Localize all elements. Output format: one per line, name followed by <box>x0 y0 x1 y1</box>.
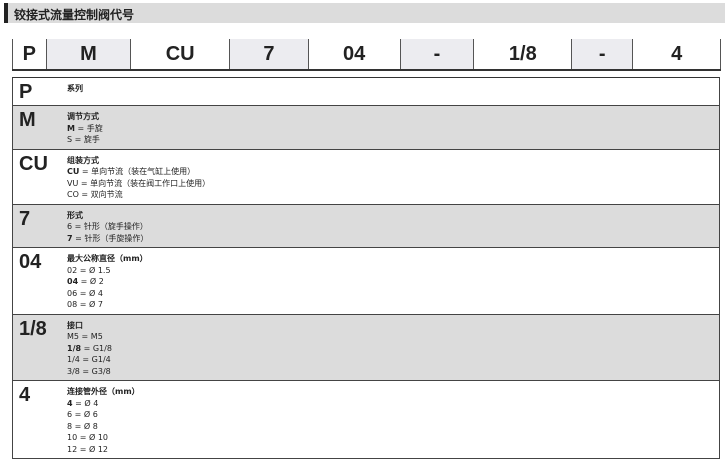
option-text: = Ø 2 <box>78 277 104 286</box>
code-cell: 7 <box>228 39 308 69</box>
row-title: 连接管外径（mm） <box>67 387 140 396</box>
option-item: 12 = Ø 12 <box>67 444 719 456</box>
option-item: S = 旋手 <box>67 134 719 146</box>
option-item: 7 = 针形（手旋操作） <box>67 233 719 245</box>
option-code: 6 <box>67 222 73 231</box>
table-row: 1/8 接口 M5 = M5 1/8 = G1/8 1/4 = G1/4 3/8 = G3… <box>13 313 719 380</box>
section-header: 铰接式流量控制阀代号 <box>4 3 725 23</box>
option-code: 3/8 <box>67 366 80 376</box>
option-item: M = 手旋 <box>67 123 719 135</box>
option-text: = 针形（手旋操作） <box>72 233 149 243</box>
option-text: = G3/8 <box>79 366 111 376</box>
row-key: 4 <box>19 384 31 406</box>
option-text: = M5 <box>79 332 103 341</box>
option-text: = G1/8 <box>81 343 112 353</box>
option-code: 08 <box>67 300 78 309</box>
table-row: P 系列 <box>13 78 719 105</box>
option-code: 1/4 <box>67 355 80 364</box>
code-row: P M CU 7 04-1/8-4 <box>12 39 722 71</box>
row-key: 1/8 <box>19 317 47 340</box>
option-item: 1/8 = G1/8 <box>67 343 719 355</box>
table-row: CU 组装方式 CU = 单向节流（装在气缸上使用） VU = 单向节流（装在阀工作口… <box>13 148 719 204</box>
code-cell: 04 <box>307 39 400 69</box>
option-item: 1/4 = G1/4 <box>67 354 719 366</box>
option-text: = Ø 6 <box>72 410 98 419</box>
option-code: 06 <box>67 288 78 298</box>
option-code: 12 <box>67 444 78 454</box>
option-text: = Ø 10 <box>77 433 108 442</box>
option-text: = Ø 4 <box>72 398 99 408</box>
option-code: CU <box>67 167 80 176</box>
code-cell: CU <box>130 39 229 69</box>
row-title: 组装方式 <box>67 155 99 165</box>
option-text: = Ø 1.5 <box>77 265 111 275</box>
option-code: 7 <box>67 233 73 243</box>
option-code: VU <box>67 178 79 188</box>
option-code: 6 <box>67 410 73 419</box>
table-row: 7 形式 6 = 针形（旋手操作） 7 = 针形（手旋操作） <box>13 203 719 247</box>
option-text: = 双向节流 <box>78 190 123 199</box>
option-item: 4 = Ø 4 <box>67 398 719 410</box>
row-title: 系列 <box>67 84 83 93</box>
option-code: 02 <box>67 265 78 275</box>
option-text: = 针形（旋手操作） <box>72 222 148 231</box>
option-code: 8 <box>67 421 73 431</box>
option-code: S <box>67 135 73 144</box>
code-table: P 系列 M 调节方式 M = 手旋 S = 旋手 CU 组装方式 CU = 单向节流（装在气缸… <box>12 77 720 459</box>
option-item: 6 = Ø 6 <box>67 409 719 421</box>
option-item: 04 = Ø 2 <box>67 276 719 288</box>
code-cell: P <box>12 39 46 69</box>
section-title: 铰接式流量控制阀代号 <box>14 8 135 22</box>
row-title: 接口 <box>67 320 83 330</box>
option-code: 4 <box>67 398 73 408</box>
row-key: 7 <box>19 207 31 230</box>
code-cell: M <box>45 39 131 69</box>
option-item: 3/8 = G3/8 <box>67 366 719 378</box>
row-title: 最大公称直径（mm） <box>67 254 148 263</box>
row-key: P <box>19 81 33 103</box>
option-item: 02 = Ø 1.5 <box>67 265 719 277</box>
option-text: = Ø 7 <box>77 300 103 309</box>
row-title: 调节方式 <box>67 112 99 121</box>
row-key: 04 <box>19 251 42 273</box>
option-code: 10 <box>67 433 78 442</box>
option-code: M <box>67 123 75 133</box>
option-text: = Ø 12 <box>77 444 108 454</box>
option-item: 06 = Ø 4 <box>67 288 719 300</box>
option-text: = G1/4 <box>79 355 111 364</box>
option-code: CO <box>67 190 79 199</box>
option-code: 1/8 <box>67 343 82 353</box>
row-key: CU <box>19 152 48 175</box>
option-item: VU = 单向节流（装在阀工作口上使用） <box>67 178 719 190</box>
option-text: = Ø 4 <box>77 288 103 298</box>
option-text: = 单向节流（装在气缸上使用） <box>79 167 196 176</box>
table-row: 04 最大公称直径（mm） 02 = Ø 1.5 04 = Ø 2 06 = Ø 4 08… <box>13 247 719 314</box>
option-text: = 单向节流（装在阀工作口上使用） <box>78 178 211 188</box>
option-item: 6 = 针形（旋手操作） <box>67 221 719 233</box>
option-item: 10 = Ø 10 <box>67 432 719 444</box>
option-item: 08 = Ø 7 <box>67 299 719 311</box>
code-cell: 1/8 <box>473 39 571 69</box>
option-item: CO = 双向节流 <box>67 189 719 201</box>
option-item: CU = 单向节流（装在气缸上使用） <box>67 166 719 178</box>
option-code: M5 <box>67 332 79 341</box>
option-text: = 手旋 <box>74 123 103 133</box>
row-title: 形式 <box>67 210 83 220</box>
code-cell: - <box>399 39 474 69</box>
option-text: = 旋手 <box>72 135 100 144</box>
option-item: 8 = Ø 8 <box>67 421 719 433</box>
option-text: = Ø 8 <box>72 421 98 431</box>
row-key: M <box>19 109 36 131</box>
table-row: M 调节方式 M = 手旋 S = 旋手 <box>13 105 719 149</box>
code-cell: 4 <box>632 39 722 69</box>
option-code: 04 <box>67 277 79 286</box>
option-item: M5 = M5 <box>67 331 719 343</box>
code-cell: - <box>571 39 633 69</box>
